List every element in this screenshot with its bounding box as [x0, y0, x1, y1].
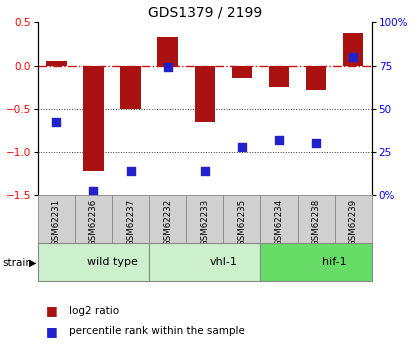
Point [276, 137, 282, 142]
Bar [343, 33, 363, 66]
Bar [149, 243, 260, 281]
Text: GSM62236: GSM62236 [89, 199, 98, 246]
Point [350, 54, 357, 60]
Bar [297, 195, 335, 243]
Bar [194, 66, 215, 121]
Text: GSM62237: GSM62237 [126, 199, 135, 246]
Bar [75, 195, 112, 243]
Text: percentile rank within the sample: percentile rank within the sample [69, 326, 245, 336]
Bar [158, 37, 178, 66]
Bar [260, 195, 297, 243]
Text: vhl-1: vhl-1 [209, 257, 237, 267]
Bar [46, 61, 66, 66]
Text: hif-1: hif-1 [322, 257, 347, 267]
Text: ▶: ▶ [29, 258, 36, 268]
Bar [260, 243, 372, 281]
Bar [38, 195, 75, 243]
Text: GSM62239: GSM62239 [349, 199, 358, 246]
Text: wild type: wild type [87, 257, 137, 267]
Bar [223, 195, 260, 243]
Point [53, 120, 60, 125]
Point [202, 168, 208, 174]
Text: ■: ■ [46, 304, 58, 317]
Point [127, 168, 134, 174]
Bar [269, 66, 289, 87]
Bar [121, 66, 141, 109]
Bar [112, 195, 149, 243]
Text: GSM62234: GSM62234 [274, 199, 284, 246]
Bar [186, 195, 223, 243]
Point [239, 144, 245, 149]
Text: log2 ratio: log2 ratio [69, 306, 119, 315]
Bar [38, 243, 149, 281]
Bar [149, 195, 186, 243]
Text: GSM62232: GSM62232 [163, 199, 172, 246]
Bar [83, 66, 104, 171]
Point [164, 65, 171, 70]
Text: GSM62233: GSM62233 [200, 199, 209, 246]
Point [312, 140, 319, 146]
Text: GSM62238: GSM62238 [312, 199, 320, 246]
Text: strain: strain [2, 258, 32, 268]
Text: ■: ■ [46, 325, 58, 338]
Text: GSM62235: GSM62235 [237, 199, 247, 246]
Bar [232, 66, 252, 78]
Text: GSM62231: GSM62231 [52, 199, 61, 246]
Bar [335, 195, 372, 243]
Bar [306, 66, 326, 90]
Point [90, 189, 97, 194]
Title: GDS1379 / 2199: GDS1379 / 2199 [147, 6, 262, 20]
